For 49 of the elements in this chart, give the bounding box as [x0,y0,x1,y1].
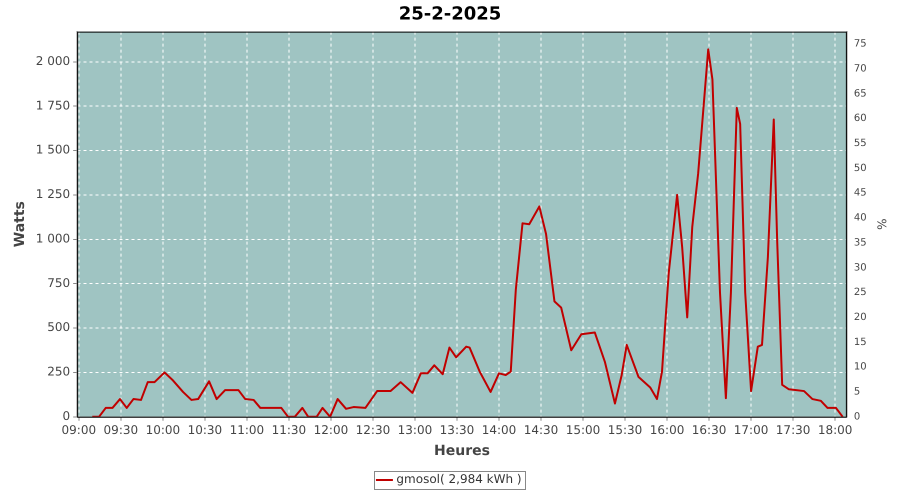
legend-label: gmosol( 2,984 kWh ) [396,472,522,486]
x-tick-label: 15:00 [566,423,600,438]
y2-tick-label: 75 [854,38,867,50]
x-tick-label: 11:30 [272,423,306,438]
x-tick-label: 14:30 [524,423,558,438]
x-axis-title: Heures [434,443,490,460]
x-tick-label: 16:00 [650,423,684,438]
y-tick-label: 2 000 [36,54,70,68]
x-tick-label: 13:30 [440,423,474,438]
y2-tick-label: 50 [854,162,867,174]
x-tick-label: 10:00 [146,423,180,438]
x-tick-label: 12:00 [314,423,348,438]
y2-tick-label: 30 [854,262,867,274]
y-tick-label: 1 500 [36,142,70,157]
y-tick-label: 500 [47,320,70,334]
y-axis-title: Watts [12,201,28,248]
y-tick-label: 1 000 [36,231,70,246]
x-tick-label: 15:30 [608,423,642,438]
x-tick-label: 11:00 [230,423,264,438]
y2-tick-label: 60 [854,113,867,124]
y2-tick-label: 5 [854,386,860,398]
y2-tick-label: 40 [854,212,867,224]
x-tick-label: 14:00 [482,423,516,438]
y2-tick-label: 20 [854,312,867,323]
y2-axis-title: % [874,218,889,230]
y2-tick-label: 45 [854,188,867,199]
y2-tick-label: 0 [854,411,860,422]
y-tick-label: 1 750 [36,98,70,112]
y2-tick-label: 55 [854,138,867,150]
y2-tick-label: 70 [854,63,867,74]
x-tick-label: 17:00 [734,423,768,438]
x-tick-label: 13:00 [398,423,432,438]
y2-tick-label: 10 [854,362,867,373]
x-tick-label: 12:30 [356,423,390,438]
y2-tick-label: 15 [854,336,867,348]
y2-tick-label: 35 [854,237,867,248]
x-tick-label: 17:30 [776,423,810,438]
y-tick-label: 0 [62,408,70,423]
y-tick-label: 750 [47,276,70,290]
chart-title: 25-2-2025 [398,3,502,24]
y-tick-label: 1 250 [36,187,70,202]
x-tick-label: 16:30 [692,423,726,438]
x-tick-label: 10:30 [188,423,222,438]
x-tick-label: 18:00 [818,423,852,438]
y2-tick-label: 65 [854,88,867,100]
y2-tick-label: 25 [854,287,867,298]
x-tick-label: 09:30 [104,423,138,438]
x-tick-label: 09:00 [62,423,96,438]
y-tick-label: 250 [47,364,70,379]
